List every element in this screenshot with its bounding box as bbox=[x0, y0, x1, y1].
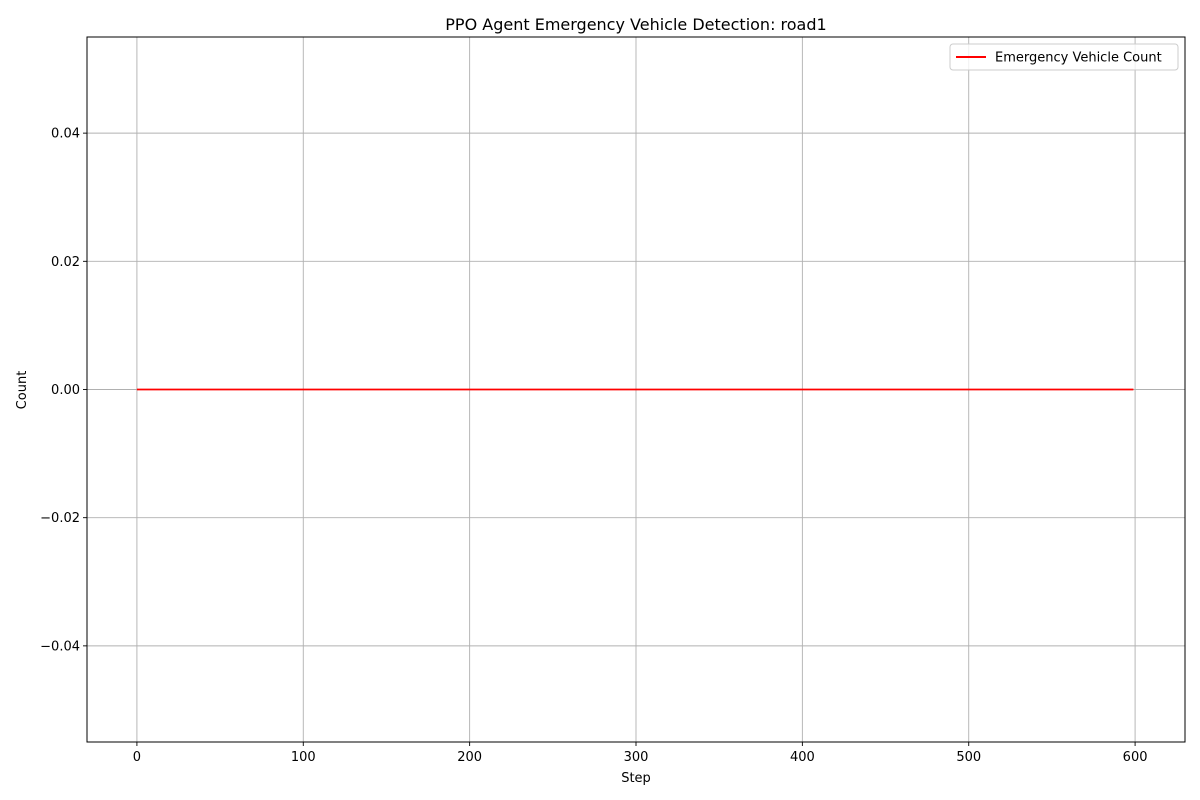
x-tick-label: 100 bbox=[291, 750, 316, 765]
y-axis-label: Count bbox=[15, 371, 30, 410]
x-tick-label: 0 bbox=[133, 750, 141, 765]
y-tick-label: 0.02 bbox=[51, 255, 80, 270]
x-tick-label: 500 bbox=[956, 750, 981, 765]
y-tick-label: 0.00 bbox=[51, 383, 80, 398]
legend-entry-label: Emergency Vehicle Count bbox=[995, 51, 1162, 66]
x-tick-label: 400 bbox=[790, 750, 815, 765]
y-tick-label: −0.02 bbox=[40, 511, 80, 526]
y-tick-label: −0.04 bbox=[40, 639, 80, 654]
ticks-layer: 0 100 200 300 400 500 600 −0.04 −0.02 0.00 0.02 0.0… bbox=[40, 127, 1147, 765]
legend-box bbox=[949, 43, 1179, 71]
x-tick-label: 200 bbox=[457, 750, 482, 765]
legend: Emergency Vehicle Count bbox=[949, 43, 1179, 71]
x-tick-label: 300 bbox=[624, 750, 649, 765]
y-tick-label: 0.04 bbox=[51, 127, 80, 142]
x-tick-label: 600 bbox=[1123, 750, 1148, 765]
x-axis-label: Step bbox=[621, 771, 651, 786]
chart-title: PPO Agent Emergency Vehicle Detection: r… bbox=[445, 15, 826, 34]
